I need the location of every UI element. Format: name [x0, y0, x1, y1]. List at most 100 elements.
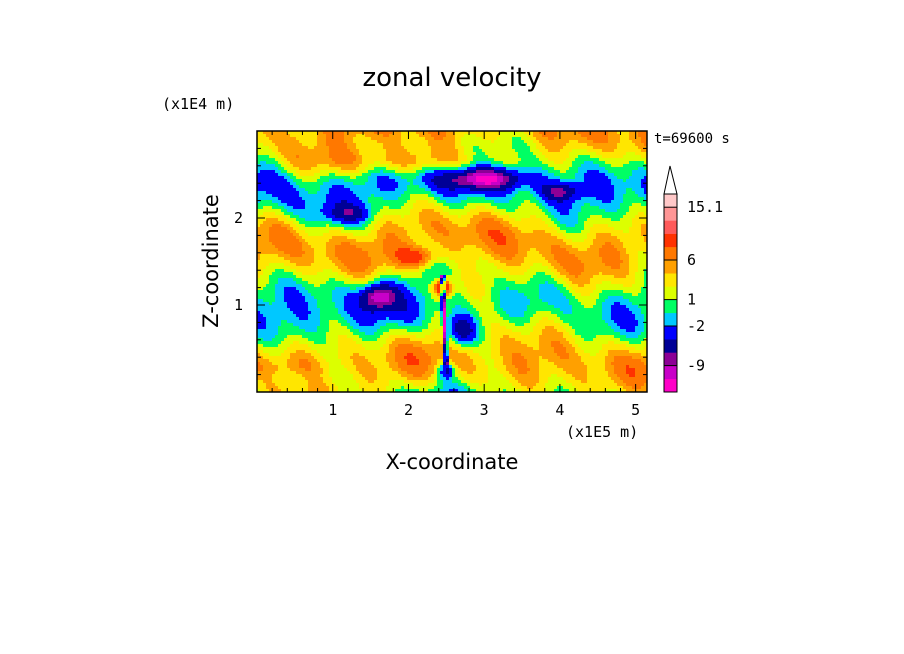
heatmap-cell: [380, 149, 384, 153]
heatmap-cell: [536, 143, 540, 147]
heatmap-cell: [320, 200, 324, 204]
heatmap-cell: [539, 242, 543, 246]
heatmap-cell: [440, 224, 444, 228]
heatmap-cell: [317, 167, 321, 171]
heatmap-cell: [491, 227, 495, 231]
heatmap-cell: [602, 200, 606, 204]
heatmap-cell: [311, 197, 315, 201]
heatmap-cell: [557, 158, 561, 162]
heatmap-cell: [353, 137, 357, 141]
heatmap-cell: [416, 209, 420, 213]
heatmap-cell: [320, 233, 324, 237]
heatmap-cell: [383, 245, 387, 249]
heatmap-cell: [503, 197, 507, 201]
heatmap-cell: [512, 185, 516, 189]
heatmap-cell: [293, 149, 297, 153]
heatmap-cell: [605, 215, 609, 219]
heatmap-cell: [602, 161, 606, 165]
heatmap-cell: [623, 230, 627, 234]
heatmap-cell: [617, 212, 621, 216]
heatmap-cell: [449, 137, 453, 141]
heatmap-cell: [464, 239, 468, 243]
heatmap-cell: [518, 155, 522, 159]
heatmap-cell: [389, 134, 393, 138]
heatmap-cell: [428, 131, 432, 135]
heatmap-cell: [566, 227, 570, 231]
heatmap-cell: [407, 155, 411, 159]
heatmap-cell: [515, 197, 519, 201]
heatmap-cell: [407, 221, 411, 225]
heatmap-cell: [425, 224, 429, 228]
heatmap-cell: [323, 191, 327, 195]
heatmap-cell: [482, 230, 486, 234]
heatmap-cell: [596, 194, 600, 198]
heatmap-cell: [278, 236, 282, 240]
heatmap-cell: [272, 155, 276, 159]
heatmap-cell: [320, 230, 324, 234]
heatmap-cell: [419, 164, 423, 168]
heatmap-cell: [377, 233, 381, 237]
heatmap-cell: [500, 134, 504, 138]
heatmap-cell: [365, 188, 369, 192]
heatmap-cell: [416, 191, 420, 195]
heatmap-cell: [380, 188, 384, 192]
heatmap-cell: [272, 218, 276, 222]
heatmap-cell: [617, 173, 621, 177]
heatmap-cell: [335, 152, 339, 156]
heatmap-cell: [380, 230, 384, 234]
heatmap-cell: [641, 146, 645, 150]
heatmap-cell: [551, 182, 555, 186]
heatmap-cell: [332, 209, 336, 213]
heatmap-cell: [452, 203, 456, 207]
heatmap-cell: [641, 215, 645, 219]
heatmap-cell: [458, 176, 462, 180]
heatmap-cell: [350, 176, 354, 180]
heatmap-cell: [437, 173, 441, 177]
heatmap-cell: [443, 167, 447, 171]
heatmap-cell: [476, 212, 480, 216]
heatmap-cell: [638, 185, 642, 189]
heatmap-cell: [521, 218, 525, 222]
heatmap-cell: [380, 242, 384, 246]
heatmap-cell: [389, 185, 393, 189]
heatmap-cell: [623, 140, 627, 144]
heatmap-cell: [383, 230, 387, 234]
heatmap-cell: [605, 236, 609, 240]
heatmap-cell: [323, 188, 327, 192]
heatmap-cell: [632, 167, 636, 171]
heatmap-cell: [335, 245, 339, 249]
heatmap-cell: [446, 227, 450, 231]
heatmap-cell: [635, 209, 639, 213]
heatmap-cell: [299, 224, 303, 228]
heatmap-cell: [590, 203, 594, 207]
heatmap-cell: [458, 143, 462, 147]
heatmap-cell: [335, 140, 339, 144]
heatmap-cell: [386, 227, 390, 231]
heatmap-cell: [302, 134, 306, 138]
heatmap-cell: [638, 191, 642, 195]
heatmap-cell: [554, 167, 558, 171]
heatmap-cell: [491, 194, 495, 198]
heatmap-cell: [581, 218, 585, 222]
heatmap-cell: [548, 146, 552, 150]
heatmap-cell: [269, 227, 273, 231]
heatmap-cell: [287, 152, 291, 156]
heatmap-cell: [353, 182, 357, 186]
heatmap-cell: [272, 191, 276, 195]
heatmap-cell: [575, 227, 579, 231]
heatmap-cell: [419, 137, 423, 141]
heatmap-cell: [485, 203, 489, 207]
heatmap-cell: [359, 137, 363, 141]
heatmap-cell: [578, 221, 582, 225]
heatmap-cell: [605, 230, 609, 234]
heatmap-cell: [584, 134, 588, 138]
heatmap-cell: [461, 188, 465, 192]
heatmap-cell: [542, 218, 546, 222]
heatmap-cell: [593, 236, 597, 240]
heatmap-cell: [509, 140, 513, 144]
heatmap-cell: [494, 215, 498, 219]
heatmap-cell: [536, 149, 540, 153]
heatmap-cell: [281, 179, 285, 183]
heatmap-cell: [263, 212, 267, 216]
heatmap-cell: [638, 131, 642, 135]
